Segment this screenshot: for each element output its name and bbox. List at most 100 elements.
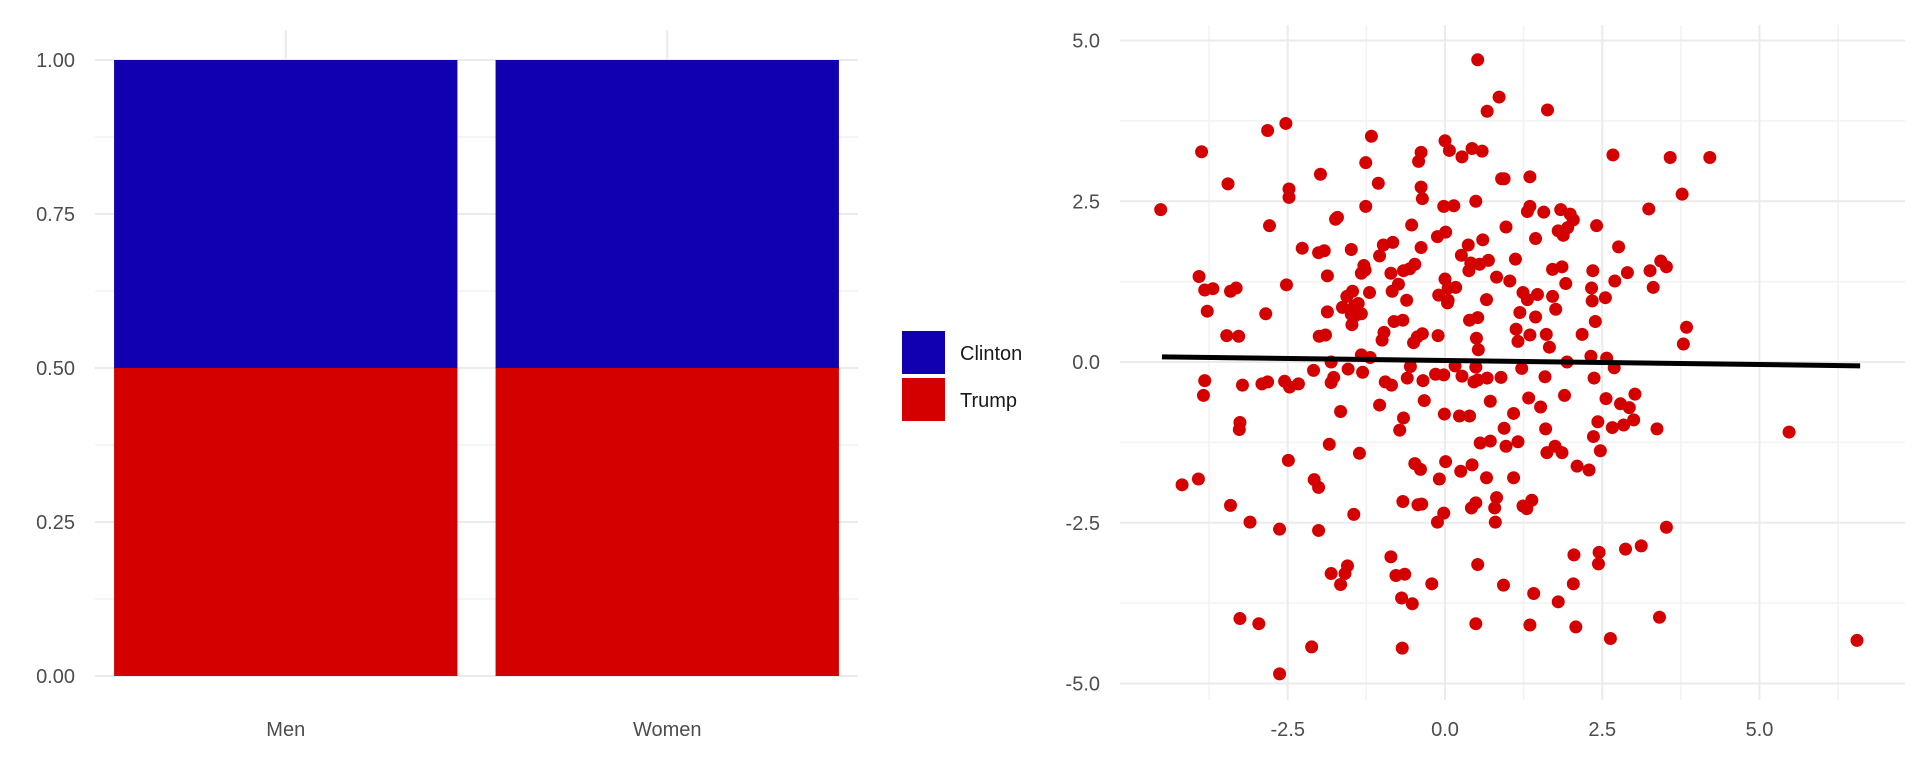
scatter-point (1584, 349, 1598, 363)
scatter-point (1469, 331, 1483, 345)
scatter-point (1198, 374, 1212, 388)
scatter-point (1330, 210, 1344, 224)
scatter-point (1364, 129, 1378, 143)
scatter-point (1503, 274, 1517, 288)
scatter-point (1335, 300, 1349, 314)
scatter-point (1509, 322, 1523, 336)
scatter-point (1452, 409, 1466, 423)
scatter-point (1703, 151, 1717, 165)
scatter-point (1561, 221, 1575, 235)
scatter-point (1652, 610, 1666, 624)
scatter-point (1476, 233, 1490, 247)
left-y-tick-label: 1.00 (36, 50, 75, 72)
scatter-point (1415, 497, 1429, 511)
scatter-point (1371, 176, 1385, 190)
scatter-point (1324, 567, 1338, 581)
scatter-point (1469, 194, 1483, 208)
scatter-point (1283, 380, 1297, 394)
scatter-point (1465, 458, 1479, 472)
scatter-point (1398, 567, 1412, 581)
scatter-point (1523, 328, 1537, 342)
scatter-point (1556, 228, 1570, 242)
scatter-point (1566, 213, 1580, 227)
scatter-point (1312, 246, 1326, 260)
scatter-point (1224, 284, 1238, 298)
scatter-point (1463, 409, 1477, 423)
scatter-point (1322, 437, 1336, 451)
scatter-point (1782, 425, 1796, 439)
scatter-point (1279, 278, 1293, 292)
left-x-tick-label: Women (633, 719, 702, 741)
scatter-point (1469, 617, 1483, 631)
scatter-point (1461, 238, 1475, 252)
left-x-tick-label: Men (266, 719, 305, 741)
scatter-point (1416, 374, 1430, 388)
legend-key-clinton (902, 331, 945, 374)
scatter-point (1403, 360, 1417, 374)
scatter-point (1520, 205, 1534, 219)
scatter-point (1358, 263, 1372, 277)
scatter-point (1527, 586, 1541, 600)
right-y-tick-label: -5.0 (1066, 674, 1100, 696)
scatter-point (1192, 269, 1206, 283)
scatter-point (1386, 235, 1400, 249)
scatter-point (1375, 333, 1389, 347)
scatter-point (1605, 421, 1619, 435)
scatter-point (1405, 218, 1419, 232)
scatter-point (1475, 144, 1489, 158)
scatter-point (1414, 145, 1428, 159)
scatter-point (1520, 293, 1534, 307)
scatter-point (1327, 370, 1341, 384)
scatter-point (1307, 363, 1321, 377)
scatter-point (1351, 296, 1365, 310)
scatter-point (1396, 495, 1410, 509)
right-y-ticks: -5.0 -2.5 0.0 2.5 5.0 (1066, 31, 1100, 696)
scatter-point (1522, 391, 1536, 405)
scatter-point (1417, 394, 1431, 408)
scatter-point (1608, 274, 1622, 288)
scatter-point (1448, 359, 1462, 373)
scatter-point (1430, 515, 1444, 529)
scatter-point (1570, 459, 1584, 473)
scatter-point (1357, 259, 1371, 273)
scatter-point (1654, 254, 1668, 268)
scatter-point (1643, 264, 1657, 278)
left-y-tick-label: 0.00 (36, 666, 75, 688)
scatter-point (1569, 620, 1583, 634)
scatter-point (1516, 286, 1530, 300)
scatter-point (1352, 446, 1366, 460)
scatter-point (1454, 464, 1468, 478)
scatter-point (1334, 577, 1348, 591)
scatter-point (1340, 289, 1354, 303)
scatter-point (1229, 281, 1243, 295)
scatter-point (1539, 422, 1553, 436)
scatter-point (1235, 378, 1249, 392)
scatter-point (1408, 257, 1422, 271)
scatter-point (1403, 262, 1417, 276)
scatter-point (1495, 172, 1509, 186)
scatter-point (1413, 462, 1427, 476)
scatter-point (1539, 327, 1553, 341)
right-points (1154, 53, 1864, 681)
scatter-point (1221, 177, 1235, 191)
scatter-point (1588, 314, 1602, 328)
scatter-point (1659, 520, 1673, 534)
scatter-point (1263, 219, 1277, 233)
scatter-point (1523, 170, 1537, 184)
bar-trump-women (495, 368, 839, 676)
scatter-point (1555, 260, 1569, 274)
scatter-point (1551, 595, 1565, 609)
scatter-point (1387, 314, 1401, 328)
right-x-tick-label: 0.0 (1431, 719, 1459, 741)
scatter-point (1442, 143, 1456, 157)
bar-clinton-men (114, 60, 458, 368)
scatter-point (1405, 597, 1419, 611)
scatter-point (1437, 199, 1451, 213)
scatter-point (1620, 266, 1634, 280)
scatter-point (1850, 633, 1864, 647)
scatter-point (1454, 248, 1468, 262)
scatter-point (1480, 104, 1494, 118)
scatter-point (1490, 270, 1504, 284)
scatter-point (1393, 423, 1407, 437)
scatter-point (1586, 264, 1600, 278)
